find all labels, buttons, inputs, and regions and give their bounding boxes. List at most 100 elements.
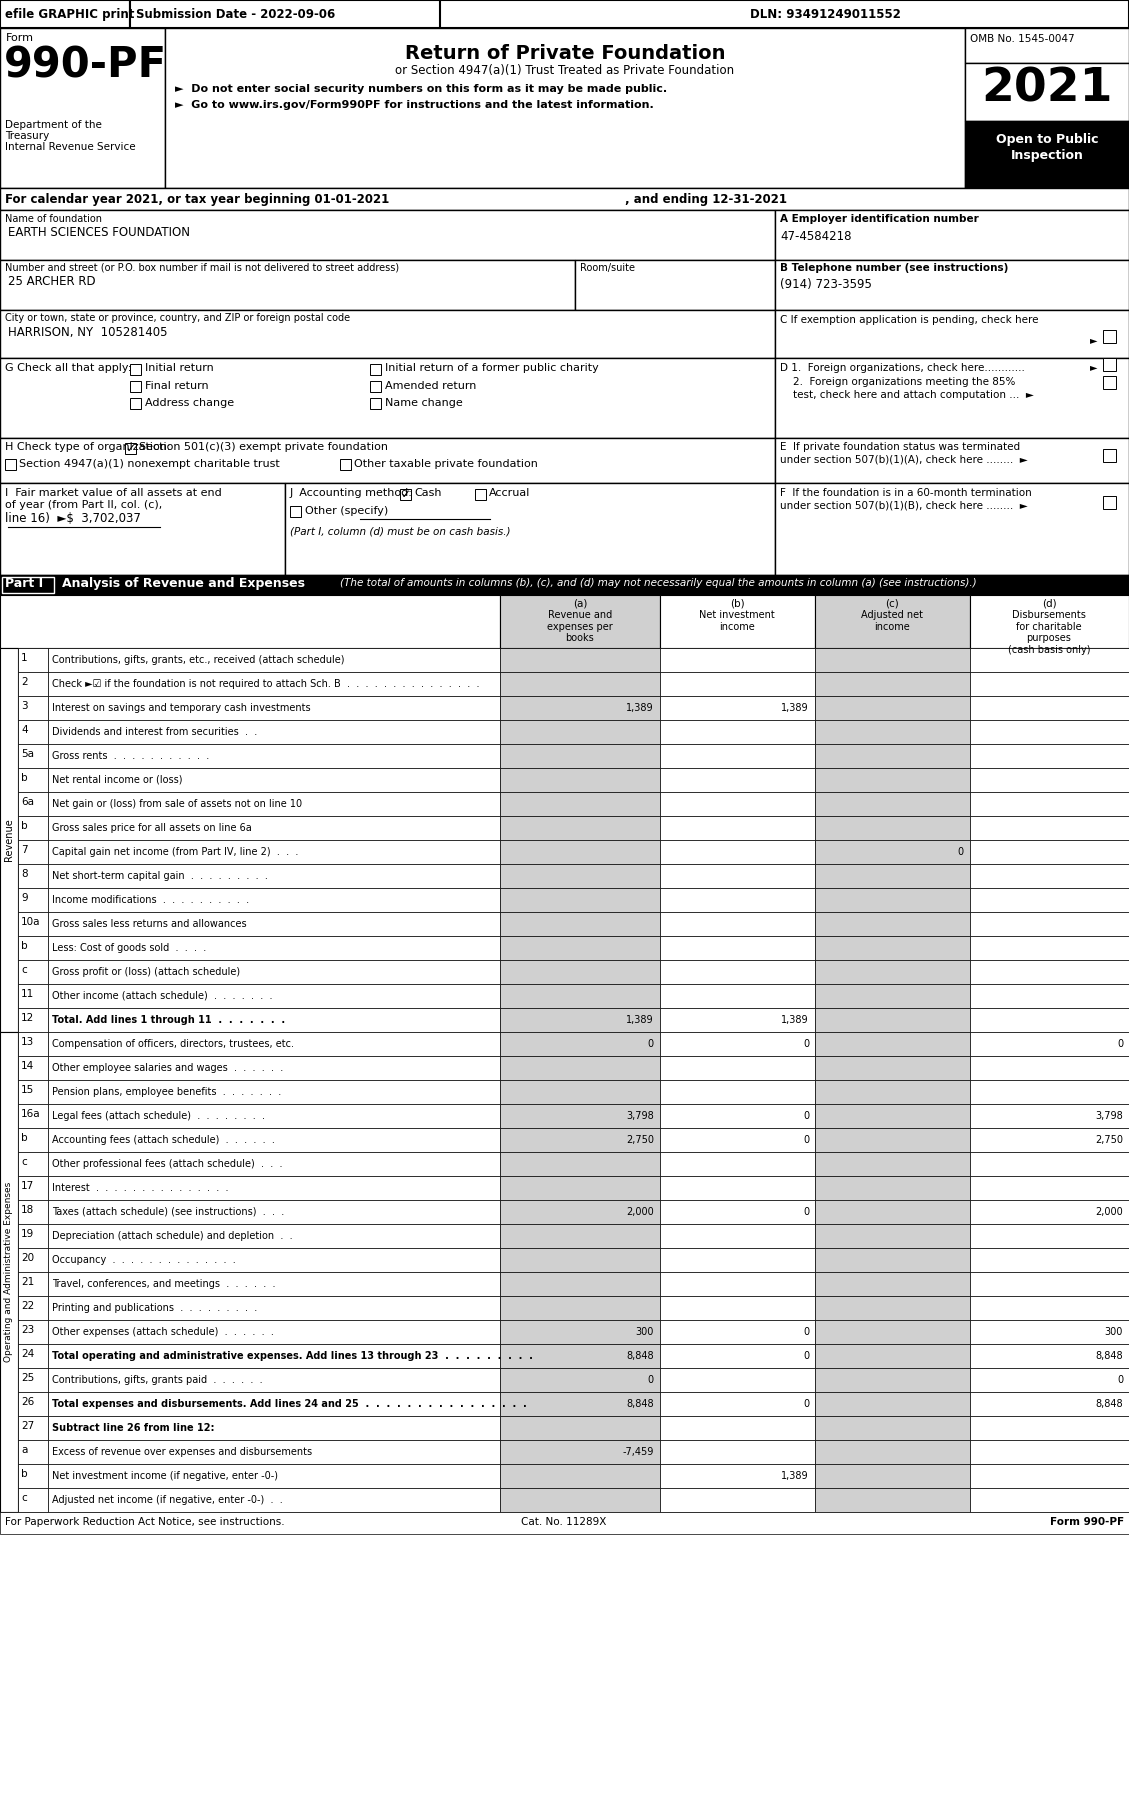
Text: Address change: Address change	[145, 397, 234, 408]
Text: 13: 13	[21, 1037, 34, 1046]
Text: (a): (a)	[572, 599, 587, 610]
Bar	[815, 1464, 970, 1489]
Text: (d): (d)	[1042, 599, 1057, 610]
Bar	[18, 1392, 49, 1417]
Text: Amended return: Amended return	[385, 381, 476, 390]
Bar	[18, 647, 49, 672]
Text: City or town, state or province, country, and ZIP or foreign postal code: City or town, state or province, country…	[5, 313, 350, 324]
Bar	[970, 647, 1129, 672]
Bar	[49, 937, 500, 960]
Text: 2.  Foreign organizations meeting the 85%: 2. Foreign organizations meeting the 85%	[793, 378, 1015, 387]
Text: line 16)  ►$  3,702,037: line 16) ►$ 3,702,037	[5, 512, 141, 525]
Text: Other taxable private foundation: Other taxable private foundation	[355, 458, 537, 469]
Bar	[970, 1440, 1129, 1464]
Text: Occupancy  .  .  .  .  .  .  .  .  .  .  .  .  .  .: Occupancy . . . . . . . . . . . . . .	[52, 1255, 236, 1266]
Bar	[0, 439, 774, 484]
Text: 47-4584218: 47-4584218	[780, 230, 851, 243]
Bar	[18, 1343, 49, 1368]
Bar	[18, 840, 49, 865]
Text: 2,750: 2,750	[625, 1135, 654, 1145]
Text: Revenue and
expenses per
books: Revenue and expenses per books	[548, 610, 613, 644]
Text: Submission Date - 2022-09-06: Submission Date - 2022-09-06	[135, 7, 335, 22]
Bar	[500, 1081, 660, 1104]
Bar	[49, 1224, 500, 1248]
Bar	[970, 1343, 1129, 1368]
Bar	[660, 1368, 815, 1392]
Text: 0: 0	[803, 1111, 809, 1120]
Bar	[18, 1104, 49, 1127]
Text: 0: 0	[803, 1206, 809, 1217]
Bar	[500, 744, 660, 768]
Bar	[815, 1009, 970, 1032]
Text: Excess of revenue over expenses and disbursements: Excess of revenue over expenses and disb…	[52, 1447, 312, 1456]
Text: b: b	[21, 1469, 27, 1480]
Bar	[970, 1248, 1129, 1271]
Text: B Telephone number (see instructions): B Telephone number (see instructions)	[780, 263, 1008, 273]
Text: Name of foundation: Name of foundation	[5, 214, 102, 225]
Bar	[500, 1440, 660, 1464]
Text: Disbursements
for charitable
purposes
(cash basis only): Disbursements for charitable purposes (c…	[1008, 610, 1091, 654]
Bar	[970, 1271, 1129, 1296]
Bar	[500, 816, 660, 840]
Bar	[970, 865, 1129, 888]
Text: ►: ►	[1089, 361, 1097, 372]
Bar	[370, 381, 380, 392]
Bar	[660, 647, 815, 672]
Bar	[49, 1343, 500, 1368]
Bar	[49, 1271, 500, 1296]
Bar	[49, 1153, 500, 1176]
Bar	[970, 912, 1129, 937]
Bar	[660, 1032, 815, 1055]
Bar	[0, 29, 165, 189]
Text: Interest  .  .  .  .  .  .  .  .  .  .  .  .  .  .  .: Interest . . . . . . . . . . . . . . .	[52, 1183, 228, 1194]
Bar	[1103, 331, 1115, 343]
Text: Gross sales price for all assets on line 6a: Gross sales price for all assets on line…	[52, 823, 252, 832]
Bar	[500, 937, 660, 960]
Bar	[500, 1176, 660, 1199]
Text: 20: 20	[21, 1253, 34, 1262]
Bar	[965, 29, 1129, 63]
Text: b: b	[21, 773, 27, 782]
Bar	[49, 719, 500, 744]
Bar	[970, 1417, 1129, 1440]
Text: Net rental income or (loss): Net rental income or (loss)	[52, 775, 183, 786]
Text: Return of Private Foundation: Return of Private Foundation	[405, 43, 725, 63]
Bar	[49, 1417, 500, 1440]
Bar	[18, 1368, 49, 1392]
Text: Form: Form	[6, 32, 34, 43]
Bar	[18, 1417, 49, 1440]
Bar	[49, 1104, 500, 1127]
Bar	[500, 647, 660, 672]
Bar	[0, 189, 1129, 210]
Bar	[815, 696, 970, 719]
Bar	[49, 888, 500, 912]
Bar	[815, 1104, 970, 1127]
Bar	[130, 363, 141, 376]
Bar	[970, 984, 1129, 1009]
Text: 23: 23	[21, 1325, 34, 1334]
Bar	[18, 1176, 49, 1199]
Bar	[18, 1009, 49, 1032]
Bar	[475, 489, 485, 500]
Text: Accounting fees (attach schedule)  .  .  .  .  .  .: Accounting fees (attach schedule) . . . …	[52, 1135, 274, 1145]
Text: 2,000: 2,000	[1095, 1206, 1123, 1217]
Bar	[49, 1464, 500, 1489]
Text: , and ending 12-31-2021: , and ending 12-31-2021	[625, 192, 787, 207]
Bar	[18, 984, 49, 1009]
Text: 9: 9	[21, 894, 27, 903]
Bar	[18, 791, 49, 816]
Text: Initial return: Initial return	[145, 363, 213, 372]
Text: Other expenses (attach schedule)  .  .  .  .  .  .: Other expenses (attach schedule) . . . .…	[52, 1327, 274, 1338]
Bar	[1103, 496, 1115, 509]
Text: Pension plans, employee benefits  .  .  .  .  .  .  .: Pension plans, employee benefits . . . .…	[52, 1088, 281, 1097]
Text: (c): (c)	[885, 599, 899, 610]
Bar	[500, 1127, 660, 1153]
Text: 3,798: 3,798	[1095, 1111, 1123, 1120]
Text: ►  Go to www.irs.gov/Form990PF for instructions and the latest information.: ► Go to www.irs.gov/Form990PF for instru…	[175, 101, 654, 110]
Bar	[0, 647, 18, 1032]
Text: b: b	[21, 1133, 27, 1144]
Text: Cash: Cash	[414, 487, 441, 498]
Bar	[18, 672, 49, 696]
Text: c: c	[21, 1492, 27, 1503]
Text: Revenue: Revenue	[5, 818, 14, 861]
